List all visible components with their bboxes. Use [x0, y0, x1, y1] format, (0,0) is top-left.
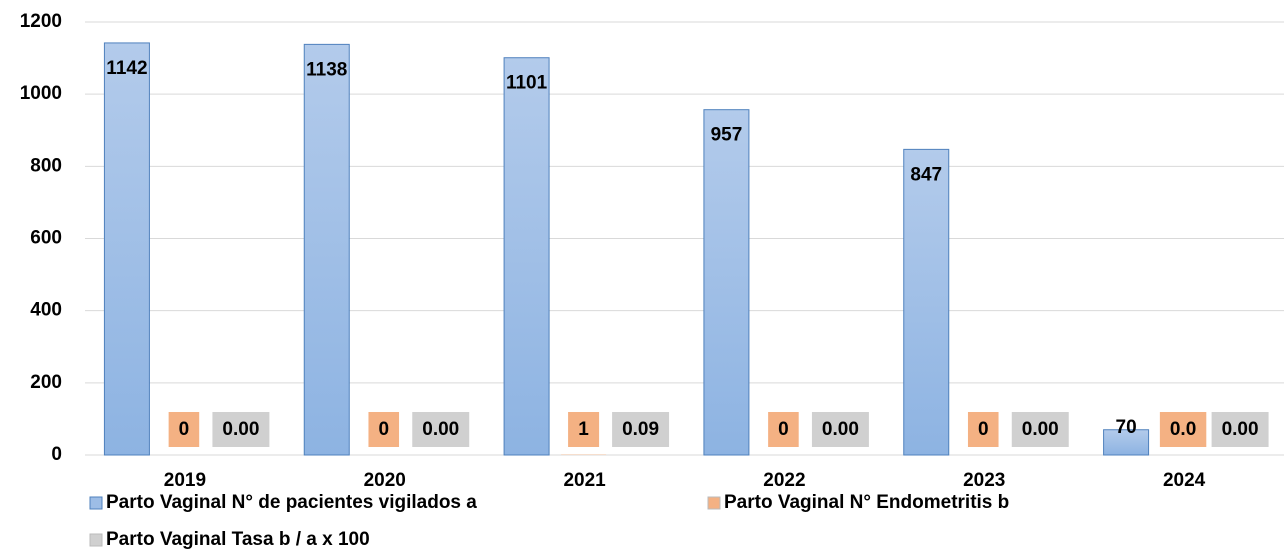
x-tick-label: 2022 [763, 470, 805, 491]
bar [903, 148, 950, 456]
data-label: 0 [778, 419, 789, 440]
x-tick-label: 2021 [563, 470, 606, 491]
data-label: 0.00 [1222, 419, 1259, 440]
legend-swatch [89, 533, 103, 547]
data-label: 1138 [306, 59, 347, 80]
y-tick-label: 1200 [20, 11, 62, 32]
data-label: 1 [578, 419, 589, 440]
data-label: 0.09 [622, 419, 659, 440]
data-label-box [811, 412, 869, 447]
data-label: 0.00 [422, 419, 459, 440]
data-label-box [368, 412, 400, 447]
x-tick-label: 2020 [364, 470, 406, 491]
bar [703, 109, 750, 456]
data-label-box [1011, 412, 1069, 447]
bar [1103, 429, 1150, 456]
data-label: 0 [978, 419, 989, 440]
data-label: 0 [378, 419, 389, 440]
data-label: 1101 [506, 73, 548, 94]
data-label-box [1159, 412, 1207, 447]
legend-label: Parto Vaginal N° de pacientes vigilados … [106, 492, 477, 513]
data-label: 0.00 [822, 419, 859, 440]
legend-label: Parto Vaginal N° Endometritis b [724, 492, 1009, 513]
data-label: 957 [711, 125, 743, 146]
x-tick-label: 2024 [1163, 470, 1206, 491]
data-label-box [168, 412, 200, 447]
y-tick-label: 1000 [20, 83, 62, 104]
x-tick-label: 2023 [963, 470, 1005, 491]
data-label: 70 [1116, 417, 1137, 438]
x-tick-label: 2019 [164, 470, 206, 491]
data-label-box [212, 412, 270, 447]
legend-swatch [89, 496, 103, 510]
data-label: 0.00 [222, 419, 259, 440]
y-tick-label: 200 [30, 372, 62, 393]
data-label-box [612, 412, 670, 447]
y-tick-label: 0 [51, 444, 62, 465]
bar [103, 42, 150, 456]
data-label: 847 [910, 164, 942, 185]
data-label: 0.0 [1170, 419, 1196, 440]
y-tick-label: 600 [30, 228, 62, 249]
data-label: 0.00 [1022, 419, 1059, 440]
data-label-box [967, 412, 999, 447]
legend-label: Parto Vaginal Tasa b / a x 100 [106, 529, 370, 550]
data-label-box [568, 412, 600, 447]
data-label-box [768, 412, 799, 447]
data-label: 1142 [106, 58, 147, 79]
data-label-box [412, 412, 470, 447]
legend-swatch [707, 496, 721, 510]
y-tick-label: 800 [30, 155, 62, 176]
bar [503, 57, 550, 456]
data-label: 0 [179, 419, 190, 440]
bar [303, 43, 350, 456]
y-tick-label: 400 [30, 300, 62, 321]
data-label-box [1211, 412, 1269, 447]
